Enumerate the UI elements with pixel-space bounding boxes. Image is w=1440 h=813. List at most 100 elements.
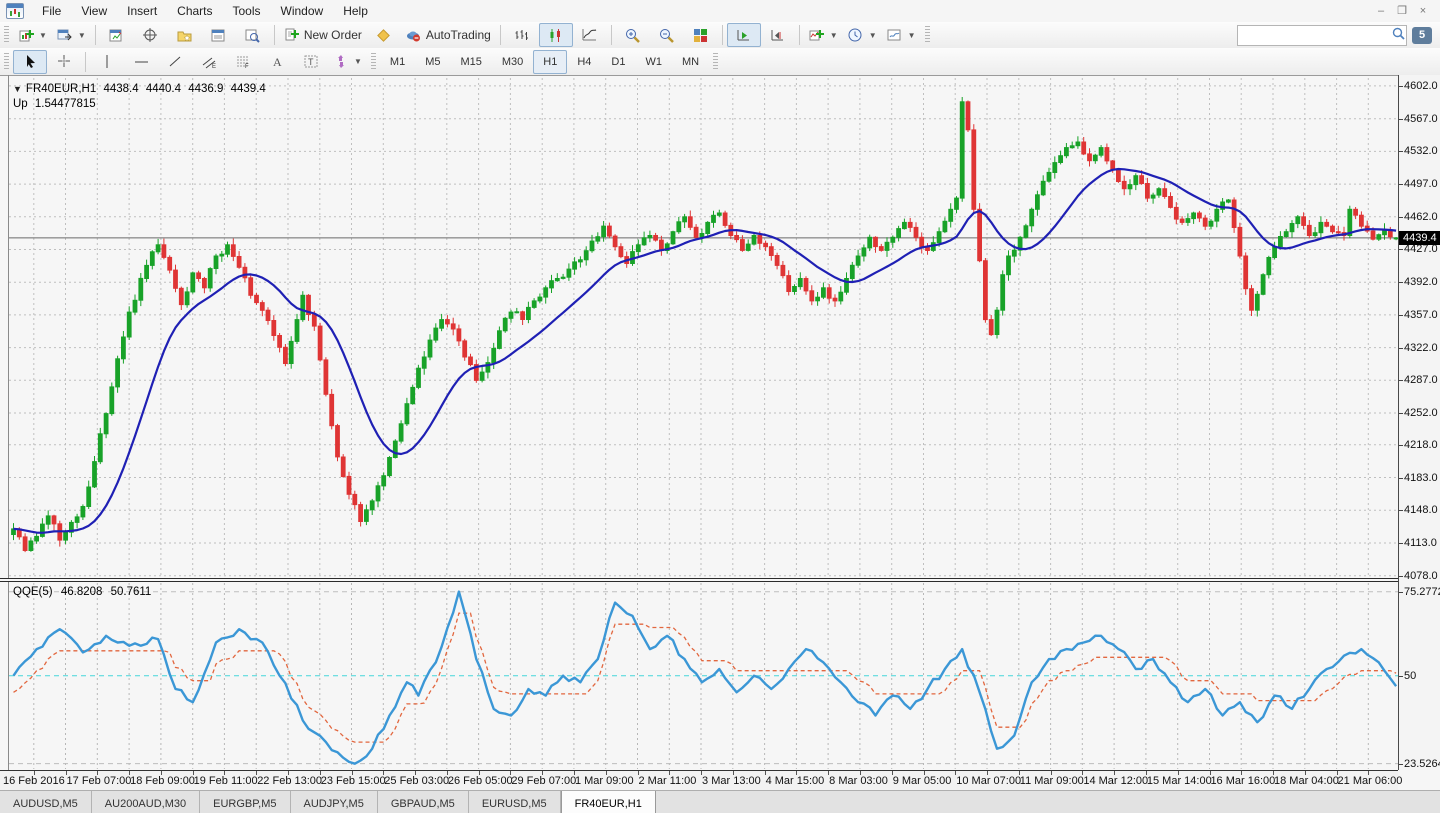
timeframe-m1[interactable]: M1 <box>380 50 415 74</box>
templates-button[interactable]: ▼ <box>882 23 921 47</box>
zoom-out-button[interactable] <box>650 23 684 47</box>
drawing-tools: E FAT ▼ <box>13 50 367 74</box>
text-label-tool-button[interactable]: T <box>294 50 328 74</box>
toolbar-grip[interactable] <box>4 53 9 71</box>
chart-tab-audjpy-m5[interactable]: AUDJPY,M5 <box>291 791 378 813</box>
fibonacci-tool-button[interactable]: F <box>226 50 260 74</box>
qqe-indicator-chart[interactable] <box>9 583 1398 769</box>
timeframe-m30[interactable]: M30 <box>492 50 533 74</box>
timeframe-m5[interactable]: M5 <box>415 50 450 74</box>
candlestick-chart[interactable] <box>9 78 1398 578</box>
timeframe-m15[interactable]: M15 <box>450 50 491 74</box>
strategy-tester-button[interactable] <box>236 23 270 47</box>
minimize-icon[interactable]: – <box>1372 4 1390 19</box>
menu-window[interactable]: Window <box>271 1 334 21</box>
new-order-button[interactable]: New Order <box>279 23 367 47</box>
toolbar-grip[interactable] <box>4 26 9 44</box>
clock-icon <box>848 27 864 43</box>
time-axis-tick <box>955 771 956 775</box>
toolbar-grip[interactable] <box>925 26 930 44</box>
periods-button[interactable]: ▼ <box>843 23 882 47</box>
search-input[interactable] <box>1238 28 1391 43</box>
timeframe-h4[interactable]: H4 <box>567 50 601 74</box>
chart-tab-eurgbp-m5[interactable]: EURGBP,M5 <box>200 791 290 813</box>
svg-text:E: E <box>212 64 216 69</box>
vertical-line-tool-button[interactable] <box>90 50 124 74</box>
timeframe-h1[interactable]: H1 <box>533 50 567 74</box>
chevron-down-icon[interactable]: ▼ <box>908 31 916 40</box>
metaeditor-button[interactable] <box>367 23 401 47</box>
toolbar-separator <box>500 25 501 45</box>
menu-charts[interactable]: Charts <box>167 1 222 21</box>
time-axis-tick <box>860 771 861 775</box>
search-icon[interactable] <box>1391 26 1406 44</box>
toolbar-grip[interactable] <box>371 53 376 71</box>
restore-icon[interactable]: ❐ <box>1393 4 1411 19</box>
menu-view[interactable]: View <box>71 1 117 21</box>
chevron-down-icon[interactable]: ▼ <box>830 31 838 40</box>
time-axis-tick <box>479 771 480 775</box>
chart-tab-fr40eur-h1[interactable]: FR40EUR,H1 <box>561 791 656 813</box>
text-tool-button[interactable]: A <box>260 50 294 74</box>
time-axis-tick <box>1368 771 1369 775</box>
bar-chart-mode-button[interactable] <box>505 23 539 47</box>
chart-tab-eurusd-m5[interactable]: EURUSD,M5 <box>469 791 561 813</box>
menu-file[interactable]: File <box>32 1 71 21</box>
zoom-in-button[interactable] <box>616 23 650 47</box>
terminal-button[interactable] <box>202 23 236 47</box>
pane-separator[interactable] <box>0 578 1440 582</box>
candlestick-mode-button[interactable] <box>539 23 573 47</box>
time-axis-tick <box>129 771 130 775</box>
autotrading-hat-icon <box>406 27 422 43</box>
bar-low-value: 4436.9 <box>188 83 223 95</box>
menu-tools[interactable]: Tools <box>223 1 271 21</box>
time-axis-tick <box>510 771 511 775</box>
indicator-subwindow[interactable] <box>9 583 1398 769</box>
chart-shift-button[interactable] <box>761 23 795 47</box>
chevron-down-icon[interactable]: ▼ <box>78 31 86 40</box>
cursor-tool-button[interactable] <box>13 50 47 74</box>
timeframe-mn[interactable]: MN <box>672 50 709 74</box>
profiles-button[interactable]: ▼ <box>52 23 91 47</box>
time-axis-tick <box>66 771 67 775</box>
chart-tab-au200aud-m30[interactable]: AU200AUD,M30 <box>92 791 200 813</box>
chevron-down-icon[interactable]: ▼ <box>869 31 877 40</box>
chart-tab-audusd-m5[interactable]: AUDUSD,M5 <box>0 791 92 813</box>
horizontal-line-tool-button[interactable] <box>124 50 158 74</box>
line-chart-mode-button[interactable] <box>573 23 607 47</box>
tile-windows-button[interactable] <box>684 23 718 47</box>
timeframe-w1[interactable]: W1 <box>635 50 672 74</box>
magnifier-minus-icon <box>659 27 675 43</box>
indicators-plus-icon <box>809 27 825 43</box>
navigator-button[interactable] <box>168 23 202 47</box>
chart-tab-gbpaud-m5[interactable]: GBPAUD,M5 <box>378 791 469 813</box>
data-window-button[interactable] <box>134 23 168 47</box>
menu-help[interactable]: Help <box>333 1 378 21</box>
equidistant-channel-tool-button[interactable]: E <box>192 50 226 74</box>
time-axis[interactable]: 16 Feb 201617 Feb 07:0018 Feb 09:0019 Fe… <box>0 770 1398 791</box>
price-axis[interactable]: 4602.04567.04532.04497.04462.04427.04392… <box>1398 75 1440 770</box>
time-axis-label: 1 Mar 09:00 <box>575 775 634 787</box>
market-watch-button[interactable] <box>100 23 134 47</box>
tools-toolbar: E FAT ▼ M1M5M15M30H1H4D1W1MN <box>0 48 1440 76</box>
time-axis-tick <box>606 771 607 775</box>
menu-bar: FileViewInsertChartsToolsWindowHelp – ❐ … <box>0 0 1440 23</box>
timeframe-d1[interactable]: D1 <box>601 50 635 74</box>
price-tick-label: 4218.0 <box>1404 439 1438 451</box>
menu-insert[interactable]: Insert <box>117 1 167 21</box>
toolbar-grip[interactable] <box>713 53 718 71</box>
crosshair-tool-button[interactable] <box>47 50 81 74</box>
collapse-triangle-icon[interactable]: ▼ <box>13 82 22 97</box>
overlay-indicator-value: 1.54477815 <box>35 98 96 110</box>
chevron-down-icon[interactable]: ▼ <box>39 31 47 40</box>
chevron-down-icon[interactable]: ▼ <box>354 57 362 66</box>
arrows-tool-button[interactable]: ▼ <box>328 50 367 74</box>
indicators-list-button[interactable]: ▼ <box>804 23 843 47</box>
autotrading-button[interactable]: AutoTrading <box>401 23 496 47</box>
community-notifications-icon[interactable]: 5 <box>1412 27 1432 44</box>
new-chart-button[interactable]: ▼ <box>13 23 52 47</box>
main-chart-pane[interactable] <box>9 78 1398 578</box>
auto-scroll-button[interactable] <box>727 23 761 47</box>
trendline-tool-button[interactable] <box>158 50 192 74</box>
close-icon[interactable]: × <box>1414 4 1432 19</box>
